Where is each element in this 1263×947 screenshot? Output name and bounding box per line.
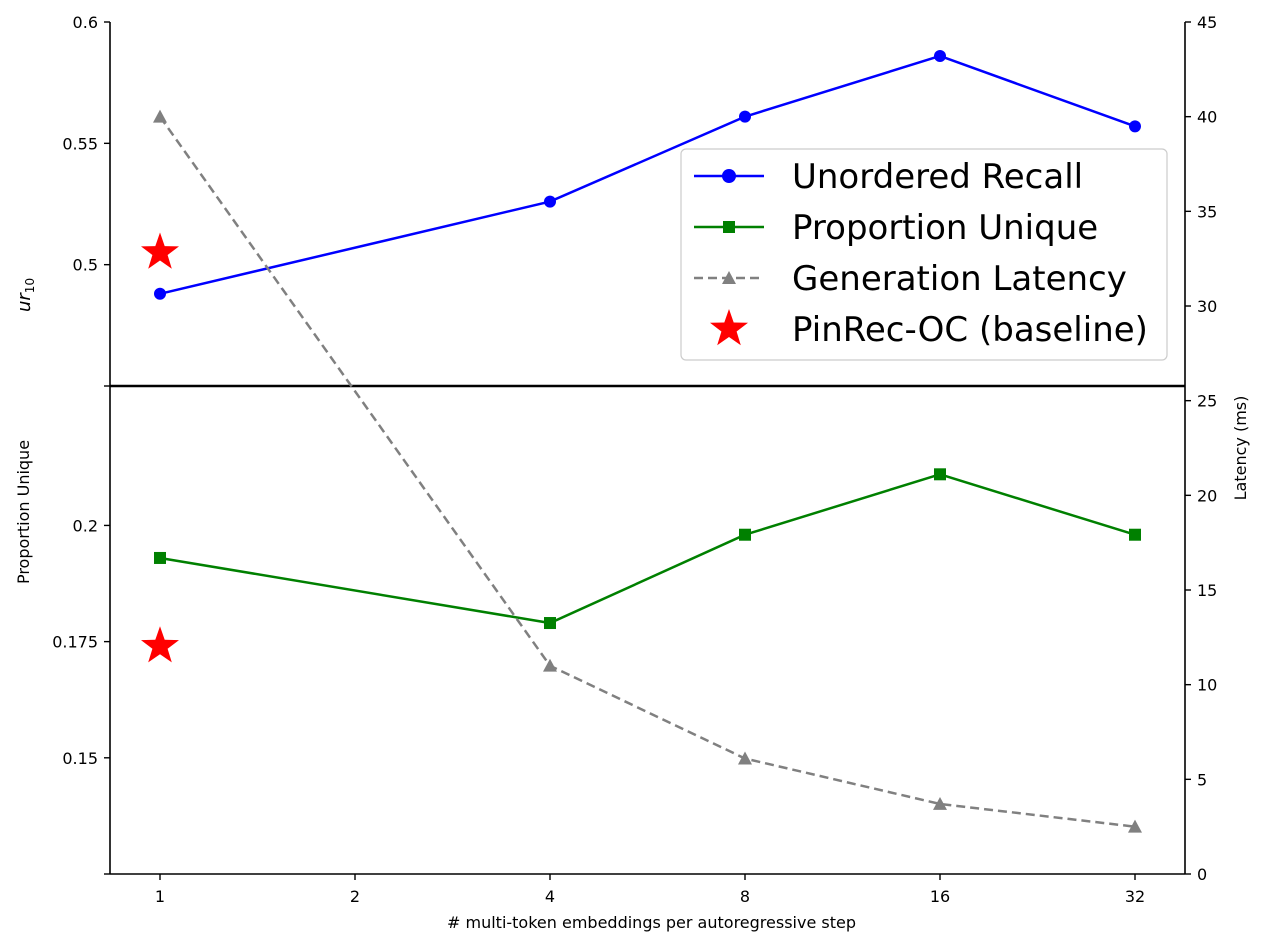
- proportion-unique-point: [154, 551, 166, 564]
- y-tick-label-right: 5: [1197, 770, 1207, 789]
- legend-marker-proportion-unique: [723, 221, 735, 233]
- y-tick-label-right: 0: [1197, 865, 1207, 884]
- y-tick-label-bottom: 0.15: [62, 749, 98, 768]
- legend-marker-unordered-recall: [722, 169, 736, 183]
- y-tick-label-right: 35: [1197, 202, 1217, 221]
- y-tick-label-right: 20: [1197, 486, 1217, 505]
- proportion-unique-point: [739, 528, 751, 541]
- generation-latency-point: [1128, 819, 1142, 833]
- x-tick-label: 16: [930, 887, 950, 906]
- unordered-recall-point: [1129, 120, 1141, 133]
- y-axis-title-bottom: Proportion Unique: [14, 440, 33, 584]
- unordered-recall-point: [154, 287, 166, 300]
- pinrec-oc-baseline-point: [141, 232, 179, 269]
- legend-box: [680, 148, 1168, 361]
- pinrec-oc-baseline-point: [141, 626, 179, 663]
- y-tick-label-right: 40: [1197, 108, 1217, 127]
- x-tick-label: 1: [155, 887, 165, 906]
- proportion-unique-line: [159, 472, 1136, 625]
- generation-latency-point: [543, 658, 557, 672]
- y-tick-label-top: 0.5: [73, 256, 98, 275]
- legend: Unordered Recall Proportion Unique Generat…: [680, 148, 1168, 361]
- generation-latency-point: [738, 751, 752, 765]
- x-tick-label: 8: [740, 887, 750, 906]
- generation-latency-point: [933, 796, 947, 810]
- unordered-recall-point: [934, 49, 946, 62]
- proportion-unique-point: [934, 468, 946, 481]
- x-tick-label: 2: [350, 887, 360, 906]
- legend-label-generation-latency: Generation Latency: [792, 259, 1127, 299]
- y-tick-label-bottom: 0.2: [73, 516, 98, 535]
- unordered-recall-point: [739, 110, 751, 123]
- generation-latency-point: [153, 109, 167, 123]
- axes: 0.5 0.55 0.6 0.15 0.175 0.2 0 5 10 15 20 25 30 35 40 45…: [14, 13, 1250, 932]
- x-tick-label: 32: [1125, 887, 1145, 906]
- proportion-unique-point: [1129, 528, 1141, 541]
- legend-label-unordered-recall: Unordered Recall: [792, 157, 1083, 197]
- x-tick-label: 4: [545, 887, 555, 906]
- y-tick-label-bottom: 0.175: [52, 633, 98, 652]
- y-tick-label-right: 30: [1197, 297, 1217, 316]
- y-tick-label-right: 45: [1197, 13, 1217, 32]
- legend-label-proportion-unique: Proportion Unique: [792, 208, 1098, 248]
- proportion-unique-point: [544, 617, 556, 630]
- y-tick-label-right: 25: [1197, 392, 1217, 411]
- legend-label-pinrec-oc-baseline: PinRec-OC (baseline): [792, 310, 1148, 350]
- y-tick-label-top: 0.55: [62, 134, 98, 153]
- y-axis-title-right: Latency (ms): [1231, 396, 1250, 501]
- x-axis-title: # multi-token embeddings per autoregress…: [447, 913, 856, 932]
- chart-marks: [141, 49, 1142, 833]
- unordered-recall-point: [544, 195, 556, 208]
- y-tick-label-right: 15: [1197, 581, 1217, 600]
- legend-marker-generation-latency: [722, 271, 736, 284]
- y-axis-title-top: ur10: [14, 278, 37, 312]
- y-tick-label-top: 0.6: [73, 13, 98, 32]
- y-tick-label-right: 10: [1197, 676, 1217, 695]
- legend-marker-pinrec-oc-baseline: [710, 309, 748, 346]
